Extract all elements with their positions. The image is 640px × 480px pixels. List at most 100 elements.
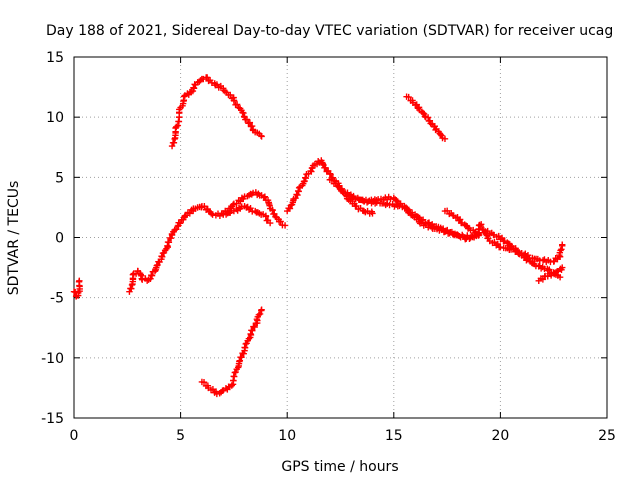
data-point xyxy=(72,288,79,296)
data-point xyxy=(208,210,215,217)
plot-frame xyxy=(73,56,608,419)
data-point xyxy=(248,122,256,130)
data-point xyxy=(495,232,502,240)
data-point xyxy=(247,330,254,338)
data-point xyxy=(386,201,393,209)
y-tick-label: -5 xyxy=(50,291,64,307)
data-point xyxy=(261,193,269,200)
data-point xyxy=(405,206,412,214)
data-point xyxy=(269,207,276,214)
data-point xyxy=(360,198,368,205)
x-axis-label: GPS time / hours xyxy=(281,459,398,475)
data-point xyxy=(272,213,279,220)
data-point xyxy=(249,327,256,334)
y-axis-label: SDTVAR / TECUs xyxy=(6,181,22,296)
data-point xyxy=(180,93,188,100)
data-point xyxy=(373,199,380,206)
data-point xyxy=(151,267,159,275)
data-layer xyxy=(70,74,566,398)
data-point xyxy=(246,119,254,126)
data-point xyxy=(227,91,234,99)
data-point xyxy=(369,210,376,217)
data-point xyxy=(497,243,504,251)
data-point xyxy=(419,109,427,117)
x-tick-label: 10 xyxy=(278,428,296,444)
y-tick-label: 0 xyxy=(55,231,64,247)
data-point xyxy=(76,277,83,285)
data-point xyxy=(424,114,432,121)
data-point xyxy=(456,216,464,223)
grid xyxy=(74,57,607,418)
axis-ticks: 0 5 10 15 20 25 -15 -10 -5 0 5 10 15 xyxy=(41,50,616,444)
data-point xyxy=(437,131,444,138)
data-point xyxy=(559,241,566,248)
data-point xyxy=(238,354,245,361)
data-point xyxy=(129,271,137,278)
data-point xyxy=(473,230,481,238)
data-point xyxy=(558,246,565,253)
data-point xyxy=(271,210,278,217)
data-point xyxy=(327,170,334,178)
x-tick-label: 25 xyxy=(598,428,616,444)
data-point xyxy=(281,222,289,229)
data-point xyxy=(201,203,208,210)
data-point xyxy=(405,93,412,101)
y-tick-label: -15 xyxy=(41,411,64,427)
data-point xyxy=(240,350,247,357)
data-point xyxy=(353,202,360,210)
data-point xyxy=(186,210,193,217)
chart-title: Day 188 of 2021, Sidereal Day-to-day VTE… xyxy=(46,23,613,39)
data-point xyxy=(286,205,294,212)
data-point xyxy=(491,238,498,246)
series-arc-f xyxy=(284,157,376,217)
data-point xyxy=(158,253,166,260)
data-point xyxy=(338,187,345,195)
series-arc-i xyxy=(403,93,449,143)
y-tick-label: -10 xyxy=(41,351,64,367)
data-point xyxy=(243,116,251,123)
series-arc-m xyxy=(535,264,566,285)
x-tick-label: 15 xyxy=(385,428,403,444)
y-tick-label: 5 xyxy=(55,170,64,186)
data-point xyxy=(419,216,427,223)
data-point xyxy=(421,113,429,120)
data-point xyxy=(258,133,265,140)
data-point xyxy=(229,201,237,209)
data-point xyxy=(359,197,367,204)
data-point xyxy=(266,219,274,227)
data-point xyxy=(148,272,156,279)
data-point xyxy=(139,276,146,283)
series-arc-a xyxy=(70,277,83,300)
y-tick-label: 15 xyxy=(46,50,64,66)
data-point xyxy=(258,306,265,313)
x-tick-label: 5 xyxy=(176,428,185,444)
data-point xyxy=(344,189,351,196)
data-point xyxy=(523,257,530,264)
series-arc-d xyxy=(168,74,265,150)
series-arc-c xyxy=(220,189,289,229)
data-point xyxy=(240,109,247,117)
data-point xyxy=(335,184,343,191)
data-point xyxy=(314,158,322,165)
data-point xyxy=(128,285,135,292)
series-arc-k xyxy=(475,222,566,266)
data-point xyxy=(477,222,484,230)
data-point xyxy=(170,139,178,146)
data-point xyxy=(230,97,238,105)
data-point xyxy=(328,176,336,184)
data-point xyxy=(236,357,244,364)
data-point xyxy=(559,264,566,271)
data-point xyxy=(251,323,258,331)
data-point xyxy=(165,239,173,246)
data-point xyxy=(557,247,564,254)
data-point xyxy=(232,368,239,376)
data-point xyxy=(228,382,235,389)
x-tick-label: 20 xyxy=(491,428,509,444)
data-point xyxy=(255,311,263,319)
data-point xyxy=(167,235,175,242)
data-point xyxy=(245,335,253,342)
data-point xyxy=(176,220,184,227)
series-arc-b xyxy=(126,203,274,295)
data-point xyxy=(256,310,264,318)
